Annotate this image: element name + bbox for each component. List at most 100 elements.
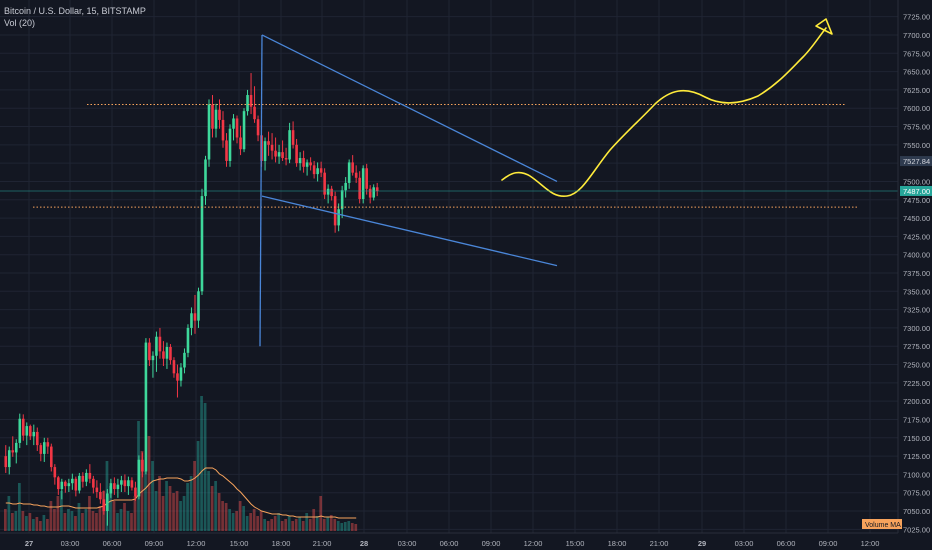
candle [7,446,11,475]
candle-body [267,141,270,145]
volume-bar [333,519,337,531]
candle [116,478,120,498]
volume-bar [249,513,252,531]
candle-body [148,342,151,361]
volume-bar [130,513,133,531]
candle-body [197,291,200,321]
candle-body [214,109,218,129]
volume-bar [98,506,102,531]
candle-body [42,442,46,454]
time-tick-label: 03:00 [735,539,754,548]
candle-body [71,478,74,484]
candle [179,363,183,387]
time-tick-label: 18:00 [272,539,291,548]
volume-bar [242,506,245,531]
candle [256,115,260,142]
candle [295,138,298,167]
candle [344,177,347,198]
candle [249,73,253,115]
candle [172,357,176,378]
volume-bar [161,496,165,531]
price-tick-label: 7150.00 [903,434,930,443]
volume-bar [175,491,179,531]
time-tick-label: 21:00 [313,539,332,548]
candle-body [326,188,330,195]
volume-bar [53,509,56,531]
volume-bar [14,511,18,531]
volume-bar [322,519,326,531]
volume-bar [18,483,21,531]
candle-body [144,342,148,472]
volume-ma-tag-box [862,519,902,529]
volume-ma-line [5,467,357,519]
volume-bar [74,516,77,531]
candle [106,489,109,526]
volume-bar [179,501,182,531]
volume-bar [252,509,256,531]
volume-bar [46,519,49,531]
candle-body [323,172,326,195]
volume-bar [266,521,270,531]
candle-body [155,336,158,356]
candle [102,490,106,515]
candle-body [263,141,267,161]
volume-bar [336,521,340,531]
candle-body [113,483,116,490]
candle-body [179,367,183,381]
candle [127,476,130,495]
candle [50,443,53,472]
volume-bar [298,517,302,531]
volume-bar [172,493,175,531]
candle-body [309,162,312,166]
candle [4,445,8,473]
candle-body [130,480,134,488]
volume-bar [84,509,88,531]
volume-bar [11,513,14,531]
price-tick-label: 7575.00 [903,123,930,132]
candle [137,455,141,500]
candle [81,472,85,488]
candle [372,184,375,201]
candle [200,188,204,295]
candle [211,95,214,138]
candle [316,162,319,182]
candle-body [372,187,375,198]
candle [176,364,179,398]
time-tick-label: 09:00 [482,539,501,548]
candle [123,474,127,492]
volume-ma-tag-label: Volume MA [865,522,901,529]
candle [302,150,305,173]
time-tick-label: 15:00 [230,539,249,548]
candle-body [46,442,50,447]
candle-body [162,351,165,359]
candle [375,182,379,197]
candle-body [18,418,22,443]
candle-body [270,144,274,151]
candle-body [183,352,186,368]
volume-bar [294,519,298,531]
candle [169,344,172,365]
candle-body [291,130,295,145]
candle-body [53,467,57,478]
candle-body [169,346,172,361]
price-tick-label: 7300.00 [903,324,930,333]
volume-bar [158,476,161,531]
volume-bar [196,441,200,531]
candle [88,464,92,484]
price-tick-label: 7350.00 [903,287,930,296]
price-tick-label: 7700.00 [903,31,930,40]
candle [225,133,228,167]
price-tick-label: 7100.00 [903,470,930,479]
candle-body [225,140,228,161]
candle-body [207,104,211,160]
volume-bar [189,476,193,531]
time-tick-label: 28 [360,539,368,548]
candle [162,341,165,367]
volume-bar [67,509,70,531]
volume-bar [28,513,32,531]
candle-body [85,472,88,482]
time-tick-label: 21:00 [650,539,669,548]
candle-body [239,137,242,150]
